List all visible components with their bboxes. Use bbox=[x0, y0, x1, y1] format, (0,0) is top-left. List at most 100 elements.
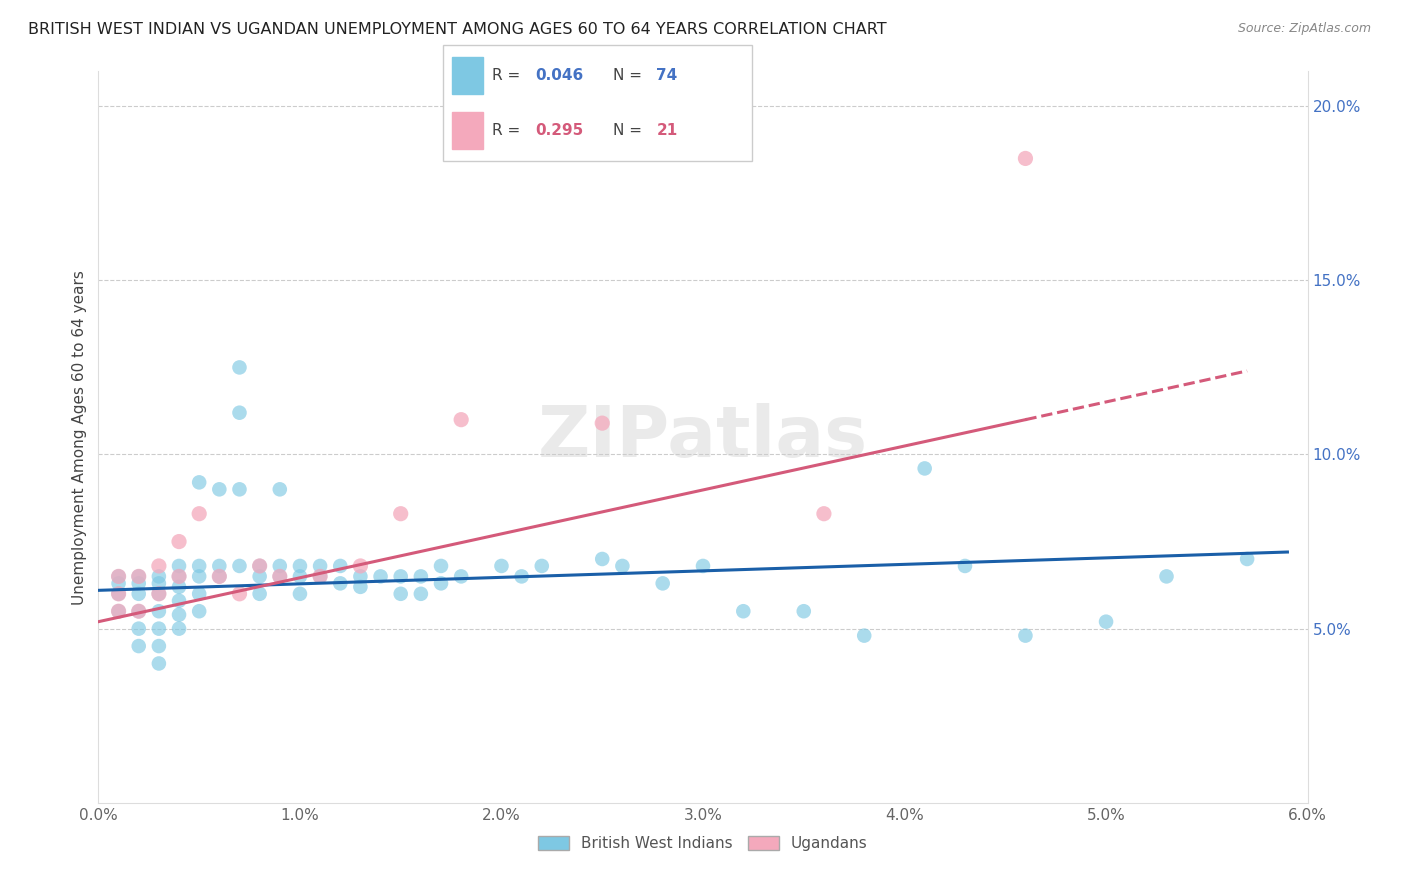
Point bbox=[269, 558, 291, 573]
Point bbox=[107, 569, 129, 583]
Point bbox=[107, 587, 129, 601]
Point bbox=[107, 587, 129, 601]
Text: R =: R = bbox=[492, 123, 526, 138]
Legend: British West Indians, Ugandans: British West Indians, Ugandans bbox=[533, 830, 873, 857]
FancyBboxPatch shape bbox=[453, 57, 484, 95]
Point bbox=[128, 569, 150, 583]
Point bbox=[107, 604, 129, 618]
Point bbox=[329, 558, 352, 573]
Point bbox=[148, 604, 170, 618]
Text: R =: R = bbox=[492, 69, 526, 84]
Text: 0.046: 0.046 bbox=[536, 69, 583, 84]
Point bbox=[128, 622, 150, 636]
Point bbox=[148, 569, 170, 583]
Point bbox=[107, 576, 129, 591]
Point bbox=[128, 604, 150, 618]
Text: BRITISH WEST INDIAN VS UGANDAN UNEMPLOYMENT AMONG AGES 60 TO 64 YEARS CORRELATIO: BRITISH WEST INDIAN VS UGANDAN UNEMPLOYM… bbox=[28, 22, 887, 37]
Point bbox=[148, 587, 170, 601]
Point bbox=[409, 587, 432, 601]
Point bbox=[249, 587, 271, 601]
Point bbox=[167, 534, 190, 549]
Point bbox=[167, 569, 190, 583]
Point bbox=[853, 629, 876, 643]
Point bbox=[148, 639, 170, 653]
Point bbox=[188, 587, 211, 601]
Point bbox=[288, 587, 311, 601]
Point bbox=[349, 569, 371, 583]
Point bbox=[692, 558, 714, 573]
Point bbox=[228, 406, 250, 420]
Point bbox=[1014, 152, 1036, 166]
Point bbox=[733, 604, 755, 618]
Point bbox=[1156, 569, 1178, 583]
Point bbox=[612, 558, 634, 573]
Point bbox=[148, 587, 170, 601]
Point bbox=[349, 558, 371, 573]
Text: 74: 74 bbox=[657, 69, 678, 84]
FancyBboxPatch shape bbox=[453, 112, 484, 149]
Point bbox=[1236, 552, 1258, 566]
Point bbox=[208, 569, 231, 583]
Point bbox=[309, 569, 332, 583]
Point bbox=[148, 576, 170, 591]
Point bbox=[914, 461, 936, 475]
Point bbox=[249, 558, 271, 573]
Point bbox=[228, 587, 250, 601]
Text: Source: ZipAtlas.com: Source: ZipAtlas.com bbox=[1237, 22, 1371, 36]
Point bbox=[208, 569, 231, 583]
Point bbox=[389, 507, 412, 521]
Point bbox=[167, 558, 190, 573]
Point bbox=[167, 569, 190, 583]
Text: N =: N = bbox=[613, 123, 647, 138]
Point bbox=[389, 569, 412, 583]
Point bbox=[329, 576, 352, 591]
Text: ZIPatlas: ZIPatlas bbox=[538, 402, 868, 472]
Point bbox=[269, 483, 291, 497]
Text: 21: 21 bbox=[657, 123, 678, 138]
Point bbox=[188, 558, 211, 573]
Y-axis label: Unemployment Among Ages 60 to 64 years: Unemployment Among Ages 60 to 64 years bbox=[72, 269, 87, 605]
Point bbox=[651, 576, 673, 591]
Point bbox=[188, 507, 211, 521]
Point bbox=[249, 569, 271, 583]
Point bbox=[450, 569, 472, 583]
Point bbox=[128, 587, 150, 601]
Point bbox=[793, 604, 815, 618]
Point bbox=[167, 607, 190, 622]
Point bbox=[430, 576, 453, 591]
Text: 0.295: 0.295 bbox=[536, 123, 583, 138]
Point bbox=[228, 360, 250, 375]
Point bbox=[591, 416, 613, 430]
Point bbox=[228, 558, 250, 573]
Point bbox=[228, 483, 250, 497]
Point bbox=[450, 412, 472, 426]
Point bbox=[530, 558, 553, 573]
Point bbox=[1095, 615, 1118, 629]
Point bbox=[208, 558, 231, 573]
Text: N =: N = bbox=[613, 69, 647, 84]
Point bbox=[288, 558, 311, 573]
Point bbox=[128, 639, 150, 653]
Point bbox=[208, 483, 231, 497]
FancyBboxPatch shape bbox=[443, 45, 752, 161]
Point bbox=[309, 558, 332, 573]
Point bbox=[249, 558, 271, 573]
Point bbox=[148, 622, 170, 636]
Point bbox=[107, 604, 129, 618]
Point bbox=[167, 594, 190, 608]
Point bbox=[167, 622, 190, 636]
Point bbox=[148, 558, 170, 573]
Point bbox=[269, 569, 291, 583]
Point bbox=[389, 587, 412, 601]
Point bbox=[591, 552, 613, 566]
Point bbox=[148, 657, 170, 671]
Point bbox=[128, 576, 150, 591]
Point bbox=[288, 569, 311, 583]
Point bbox=[491, 558, 513, 573]
Point bbox=[953, 558, 976, 573]
Point bbox=[430, 558, 453, 573]
Point bbox=[188, 569, 211, 583]
Point bbox=[269, 569, 291, 583]
Point bbox=[107, 569, 129, 583]
Point bbox=[370, 569, 392, 583]
